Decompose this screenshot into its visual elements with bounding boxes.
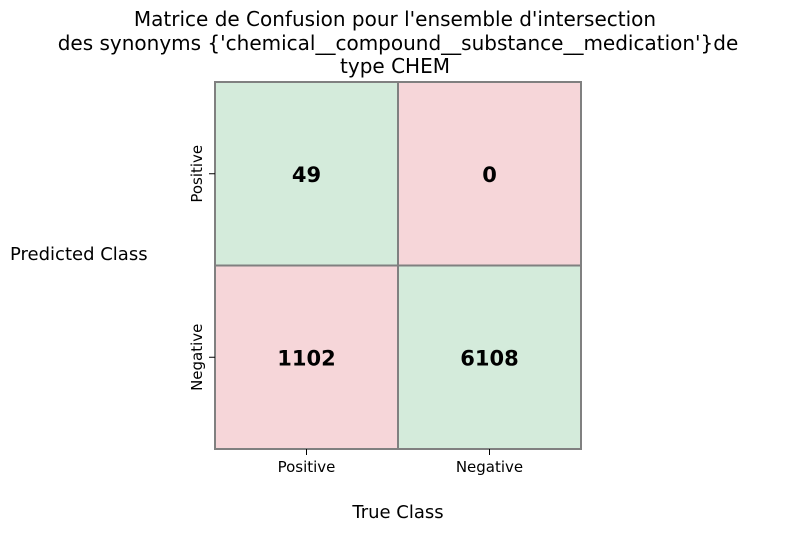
matrix-cell-0-1: [397, 81, 582, 267]
x-tick-label-1: Negative: [456, 458, 523, 476]
chart-title-line-2: des synonyms {'chemical__compound__subst…: [58, 31, 739, 55]
chart-title-line-3: type CHEM: [340, 54, 450, 78]
y-tick-label-0: Positive: [188, 145, 206, 203]
axis-ticks: Positive Negative Positive Negative: [188, 145, 523, 476]
y-tick-label-1: Negative: [188, 324, 206, 391]
x-tick-label-0: Positive: [278, 458, 336, 476]
matrix-cell-0-0: [214, 81, 399, 267]
cell-value-0-0: 49: [292, 163, 321, 187]
chart-title-line-1: Matrice de Confusion pour l'ensemble d'i…: [134, 7, 656, 31]
cell-value-1-1: 6108: [460, 346, 518, 370]
matrix-cells: 49 0 1102 6108: [214, 81, 582, 450]
cell-value-1-0: 1102: [277, 346, 335, 370]
matrix-cell-1-0: [214, 264, 399, 450]
matrix-cell-1-1: [397, 264, 582, 450]
x-axis-label: True Class: [351, 502, 443, 523]
y-axis-label: Predicted Class: [10, 244, 148, 265]
chart-title: Matrice de Confusion pour l'ensemble d'i…: [58, 7, 739, 78]
cell-value-0-1: 0: [482, 163, 497, 187]
